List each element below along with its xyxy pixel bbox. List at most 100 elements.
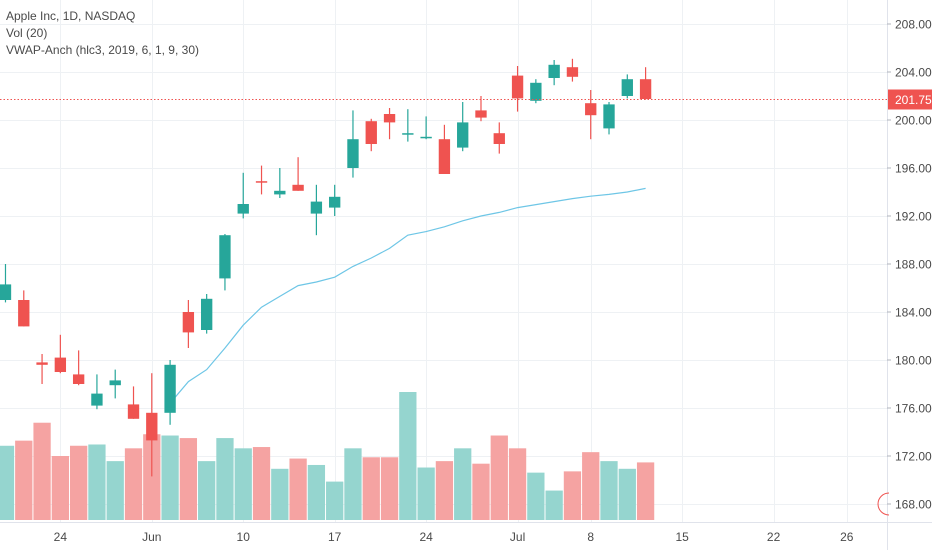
volume-bar — [636, 462, 655, 520]
candle-body — [530, 82, 542, 101]
candle — [603, 102, 615, 135]
volume-bar — [234, 448, 252, 520]
candle-body — [475, 110, 487, 118]
candle-body — [200, 298, 213, 330]
current-price-label-bg — [887, 89, 932, 110]
candle-body — [91, 393, 103, 406]
legend-symbol[interactable]: Apple Inc, 1D, NASDAQ — [6, 9, 136, 23]
legend-volume[interactable]: Vol (20) — [6, 26, 48, 40]
volume-bar — [106, 461, 124, 520]
candle — [54, 334, 67, 374]
y-tick-label: 208.00 — [895, 18, 932, 32]
y-tick-label: 180.00 — [895, 354, 932, 368]
volume-bar — [472, 463, 490, 520]
x-tick-label: 26 — [840, 530, 854, 544]
volume-bar — [490, 435, 508, 520]
candle — [0, 264, 12, 303]
volume-bar — [198, 461, 216, 520]
y-tick-label: 188.00 — [895, 258, 932, 272]
axis-marker — [877, 492, 890, 516]
candle — [274, 168, 286, 198]
volume-bar — [326, 481, 344, 520]
candle — [511, 66, 524, 112]
volume-bar — [15, 440, 33, 520]
candle — [621, 74, 633, 99]
y-tick-label: 192.00 — [895, 210, 932, 224]
volume-bar — [271, 468, 289, 520]
candle-body — [383, 114, 396, 123]
candle — [566, 58, 579, 82]
candle — [383, 108, 396, 140]
volume-bars — [0, 392, 655, 520]
candle-body — [237, 204, 249, 214]
candle — [585, 90, 597, 140]
x-tick-label: Jun — [142, 530, 161, 544]
candle-body — [274, 190, 286, 195]
y-tick-label: 204.00 — [895, 66, 932, 80]
candle-body — [127, 404, 140, 419]
candle-body — [420, 136, 432, 139]
candle — [347, 110, 359, 178]
x-tick-label: 22 — [767, 530, 781, 544]
candle-body — [54, 357, 67, 372]
x-tick-label: Jul — [510, 530, 525, 544]
volume-bar — [69, 445, 88, 520]
volume-bar — [582, 452, 600, 520]
volume-bar — [527, 472, 545, 520]
y-tick-label: 200.00 — [895, 114, 932, 128]
vwap-layer — [169, 187, 646, 404]
volume-bar — [380, 457, 399, 520]
candle — [402, 109, 414, 142]
candle-body — [164, 364, 176, 413]
candle — [36, 354, 48, 384]
legend-vwap[interactable]: VWAP-Anch (hlc3, 2019, 6, 1, 9, 30) — [6, 43, 199, 57]
candle — [237, 172, 249, 219]
volume-bar — [216, 438, 234, 520]
candlesticks — [0, 58, 652, 477]
candle — [200, 294, 213, 334]
candle — [18, 290, 30, 327]
x-tick-label: 24 — [419, 530, 433, 544]
chart-legend: Apple Inc, 1D, NASDAQ Vol (20) VWAP-Anch… — [6, 8, 199, 59]
candle — [365, 118, 377, 152]
candle-body — [639, 79, 652, 99]
candle-body — [0, 284, 12, 300]
volume-bar — [307, 464, 326, 520]
candle — [91, 374, 103, 410]
volume-bar — [88, 444, 106, 520]
candle-body — [18, 300, 30, 327]
candle-body — [146, 412, 158, 441]
candle — [182, 300, 195, 348]
candle — [475, 96, 487, 122]
candle-body — [347, 139, 359, 168]
candle-body — [493, 133, 505, 144]
candle-body — [621, 79, 633, 96]
current-price-label: 201.75 — [895, 93, 932, 107]
candle-body — [109, 380, 121, 386]
candle — [127, 386, 140, 419]
candle — [292, 157, 304, 191]
y-tick-label: 176.00 — [895, 402, 932, 416]
candle-body — [219, 235, 231, 279]
candle — [164, 360, 176, 425]
grid-lines — [0, 0, 887, 522]
candle-body — [548, 64, 560, 78]
candle — [255, 165, 268, 195]
y-tick-label: 184.00 — [895, 306, 932, 320]
volume-bar — [252, 447, 271, 520]
candle — [329, 184, 341, 216]
volume-bar — [124, 448, 143, 520]
volume-bar — [51, 456, 69, 520]
candle-body — [511, 75, 524, 99]
volume-bar — [417, 467, 435, 520]
candle-body — [402, 133, 414, 135]
vwap-line — [169, 187, 646, 404]
candle-body — [438, 139, 451, 174]
volume-bar — [435, 461, 454, 520]
candle — [109, 369, 121, 399]
volume-bar — [33, 422, 51, 520]
candle-body — [457, 122, 469, 148]
volume-bar — [399, 392, 417, 520]
